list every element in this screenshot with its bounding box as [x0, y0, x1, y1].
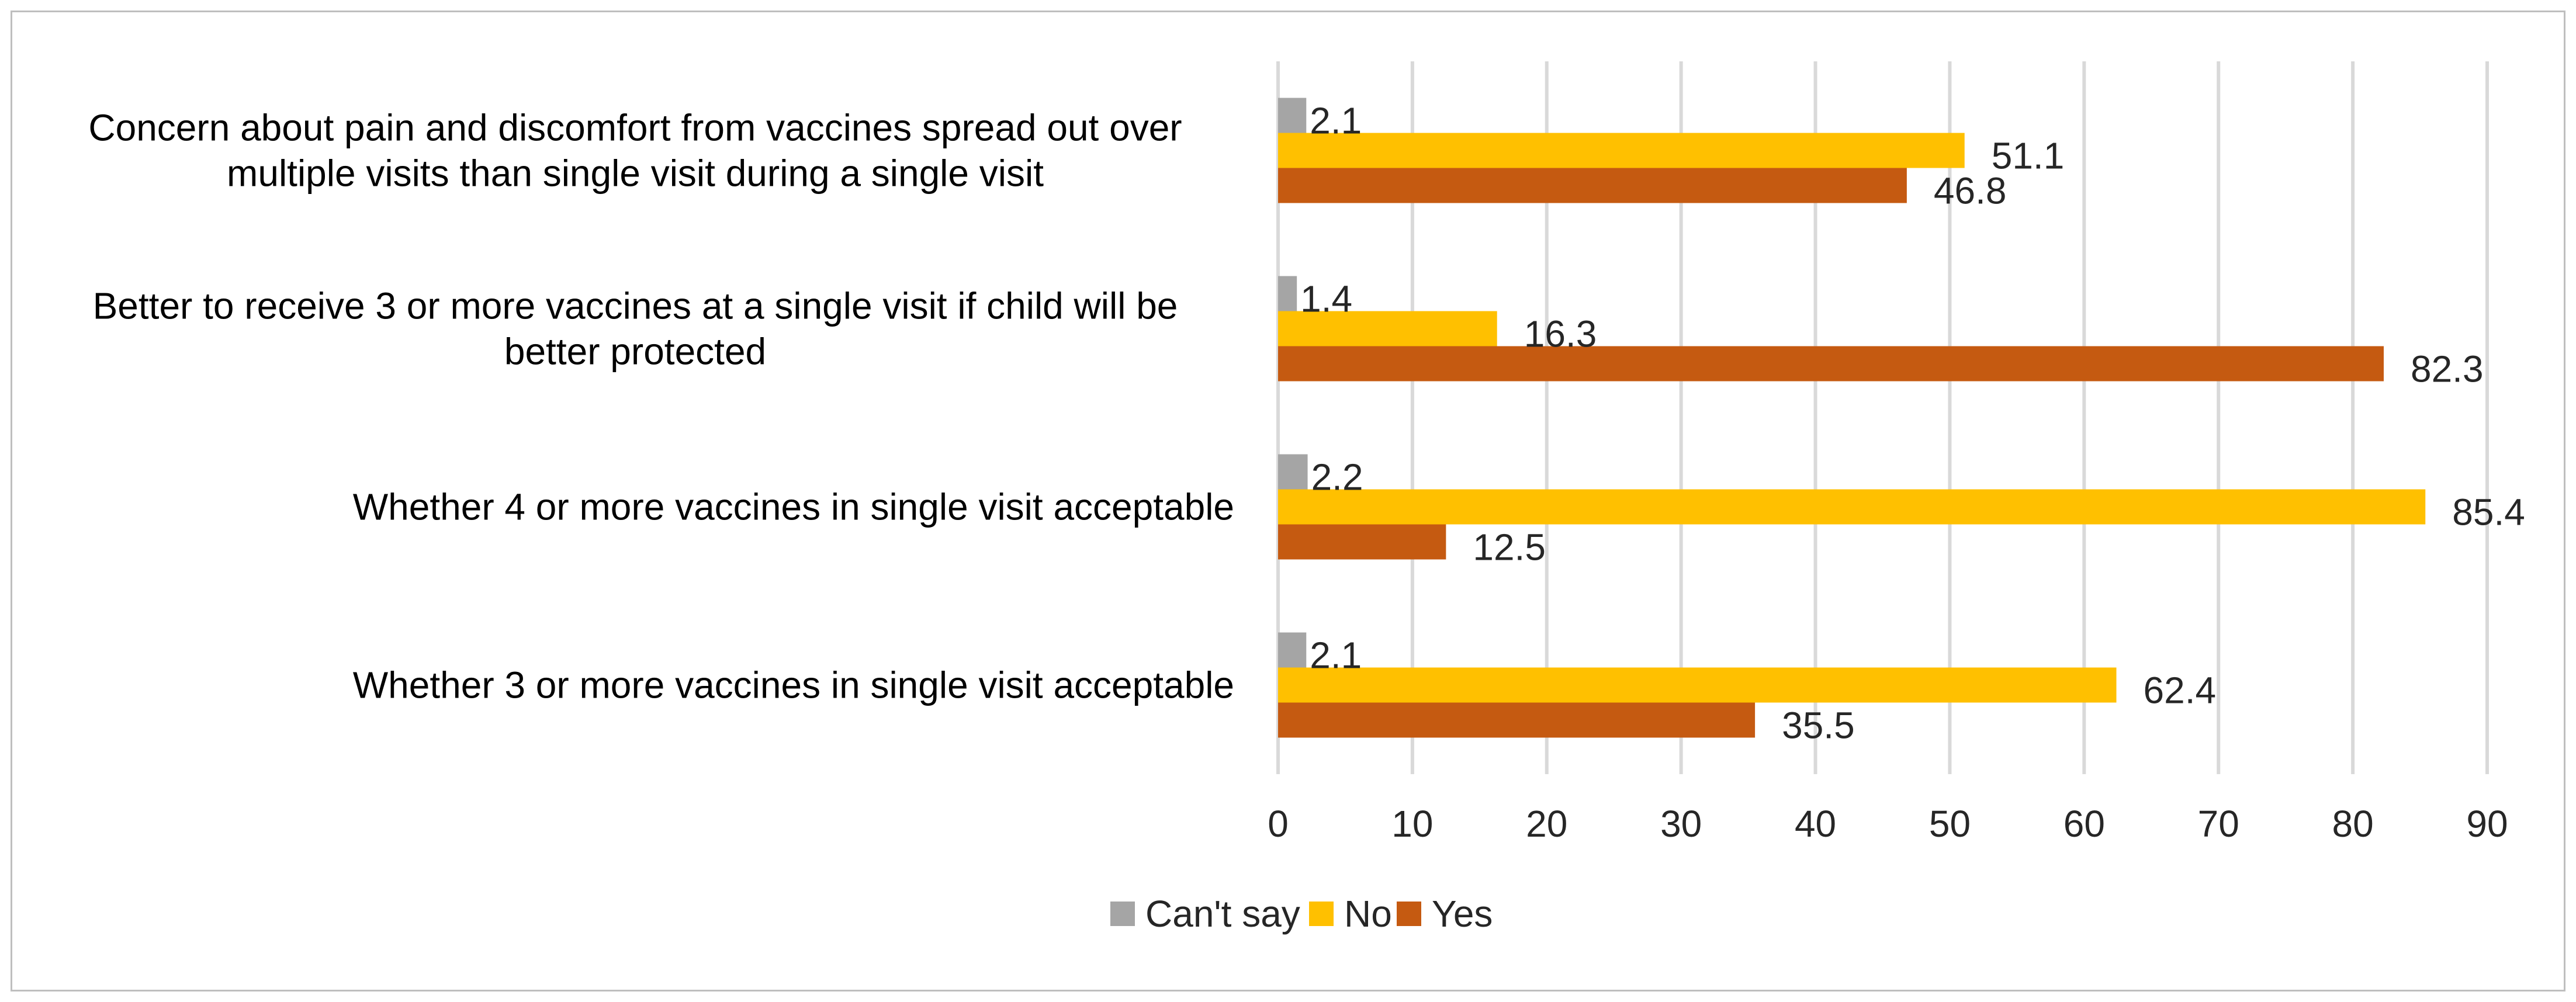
bar-no[interactable] [1278, 667, 2117, 703]
x-tick-label: 60 [2063, 803, 2105, 845]
x-tick-label: 90 [2466, 803, 2508, 845]
legend-swatch [1309, 902, 1334, 926]
data-label: 12.5 [1473, 526, 1546, 568]
category-label: multiple visits than single visit during… [227, 152, 1044, 195]
bar-no[interactable] [1278, 133, 1965, 168]
bars [1278, 98, 2426, 738]
x-tick-label: 70 [2198, 803, 2239, 845]
bar-can-t-say[interactable] [1278, 276, 1297, 311]
category-label: Whether 3 or more vaccines in single vis… [353, 664, 1234, 706]
legend[interactable]: Can't say No Yes [1110, 893, 1493, 935]
x-tick-label: 80 [2332, 803, 2374, 845]
data-label: 62.4 [2144, 670, 2217, 712]
data-label: 51.1 [1992, 135, 2065, 177]
data-label: 2.1 [1310, 100, 1362, 142]
data-label: 2.1 [1310, 635, 1362, 677]
bar-no[interactable] [1278, 489, 2426, 525]
data-labels: 2.1 51.146.8 1.4 16.3 82.3 2.2 85.4 12.5 2.1 62.4… [1300, 100, 2525, 747]
category-label: Whether 4 or more vaccines in single vis… [353, 486, 1234, 528]
legend-label: Can't say [1145, 893, 1300, 935]
bar-can-t-say[interactable] [1278, 632, 1307, 668]
legend-label: No [1344, 893, 1392, 935]
bar-yes[interactable] [1278, 524, 1446, 560]
data-label: 1.4 [1300, 278, 1352, 320]
x-tick-label: 40 [1795, 803, 1836, 845]
x-tick-label: 20 [1526, 803, 1567, 845]
legend-swatch [1397, 902, 1421, 926]
category-label: Concern about pain and discomfort from v… [88, 107, 1182, 149]
x-tick-label: 0 [1268, 803, 1289, 845]
data-label: 82.3 [2411, 348, 2484, 390]
data-label: 16.3 [1524, 313, 1597, 355]
data-label: 2.2 [1311, 456, 1363, 498]
data-label: 85.4 [2452, 491, 2525, 533]
x-tick-label: 30 [1660, 803, 1702, 845]
bar-yes[interactable] [1278, 168, 1907, 203]
category-label: Better to receive 3 or more vaccines at … [93, 285, 1178, 327]
bar-no[interactable] [1278, 311, 1497, 346]
x-tick-label: 10 [1391, 803, 1433, 845]
legend-label: Yes [1432, 893, 1493, 935]
bar-yes[interactable] [1278, 346, 2384, 382]
x-axis-ticks: 0 10 20 30 40 50 60 70 80 90 [1268, 803, 2508, 845]
bar-yes[interactable] [1278, 702, 1756, 738]
data-label: 46.8 [1934, 170, 2007, 212]
bar-can-t-say[interactable] [1278, 454, 1308, 490]
x-tick-label: 50 [1929, 803, 1971, 845]
category-label: better protected [504, 331, 766, 373]
legend-swatch [1110, 902, 1135, 926]
bar-can-t-say[interactable] [1278, 98, 1307, 133]
category-labels: Concern about pain and discomfort from v… [88, 107, 1234, 706]
data-label: 35.5 [1782, 705, 1855, 747]
